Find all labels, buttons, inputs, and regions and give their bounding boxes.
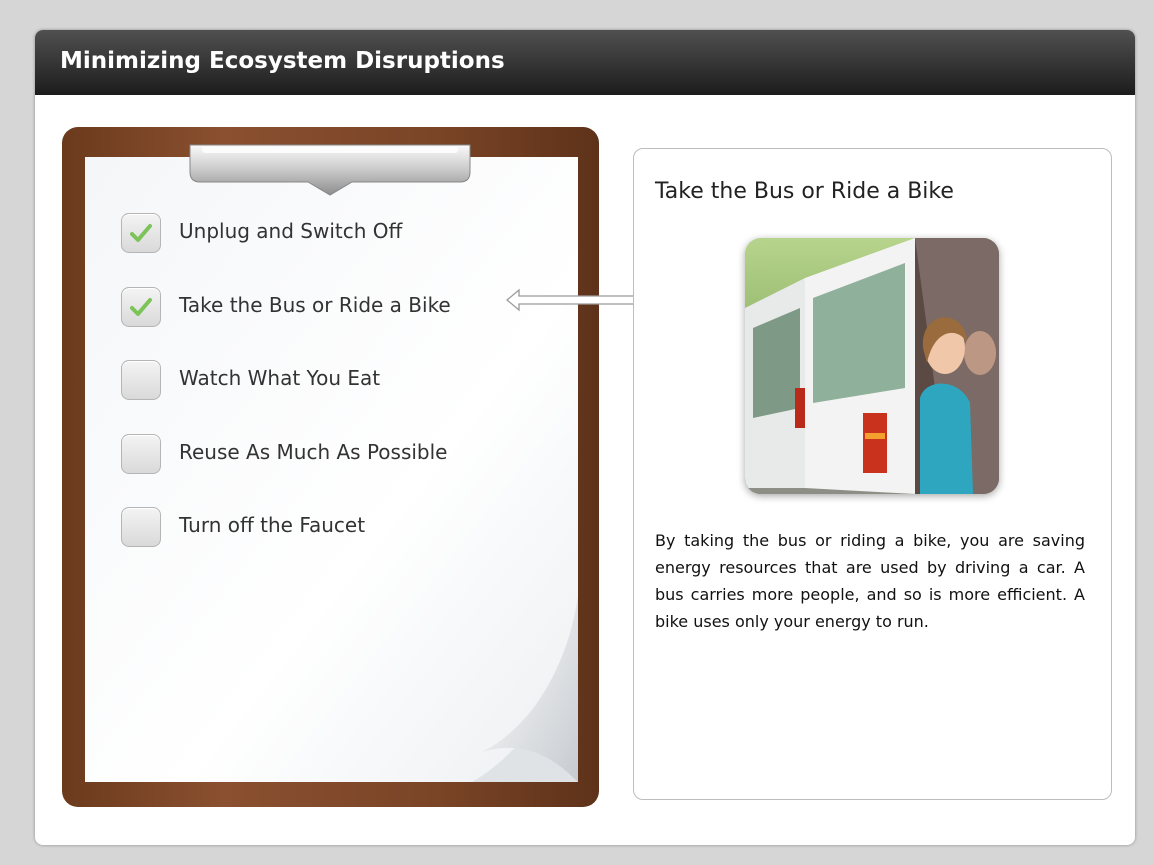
item-label[interactable]: Unplug and Switch Off — [179, 219, 402, 243]
checkbox[interactable] — [121, 213, 161, 253]
item-label[interactable]: Take the Bus or Ride a Bike — [179, 293, 451, 317]
checkmark-stroke — [132, 300, 150, 314]
checkbox[interactable] — [121, 287, 161, 327]
checkbox[interactable] — [121, 507, 161, 547]
item-label[interactable]: Turn off the Faucet — [179, 513, 365, 537]
page: Minimizing Ecosystem Disruptions Unplug … — [0, 0, 1154, 865]
header-bar: Minimizing Ecosystem Disruptions — [35, 30, 1135, 95]
item-label[interactable]: Watch What You Eat — [179, 366, 380, 390]
checkbox[interactable] — [121, 360, 161, 400]
detail-title: Take the Bus or Ride a Bike — [655, 179, 954, 204]
header-title: Minimizing Ecosystem Disruptions — [60, 48, 505, 74]
checkmark — [130, 223, 152, 243]
checkmark — [130, 297, 152, 317]
checkbox[interactable] — [121, 434, 161, 474]
lesson-panel: Minimizing Ecosystem Disruptions Unplug … — [35, 30, 1135, 845]
checkmark-stroke — [132, 226, 150, 240]
item-label[interactable]: Reuse As Much As Possible — [179, 440, 447, 464]
clip-shine — [202, 147, 458, 153]
selection-arrow — [505, 288, 640, 312]
detail-panel: Take the Bus or Ride a Bike — [633, 148, 1112, 800]
detail-photo — [745, 238, 999, 494]
detail-body: By taking the bus or riding a bike, you … — [655, 527, 1085, 635]
